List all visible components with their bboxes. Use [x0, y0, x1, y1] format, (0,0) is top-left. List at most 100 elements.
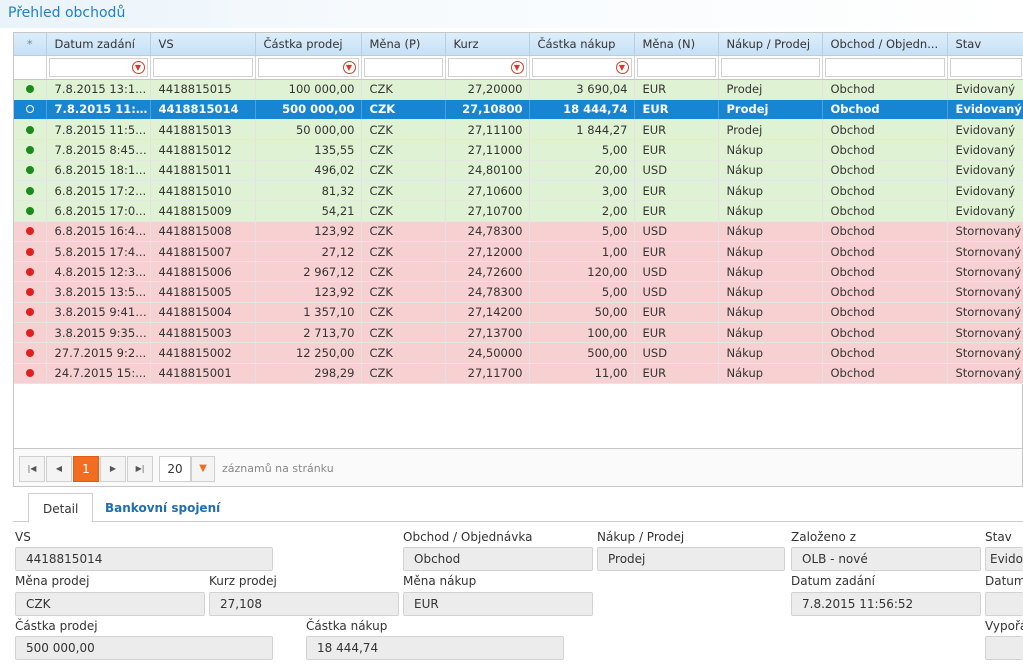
cell-state: Evidovaný: [947, 160, 1023, 181]
cell-vs: 4418815004: [150, 302, 256, 324]
cell-buy-currency: USD: [634, 221, 719, 242]
cell-vs: 4418815001: [150, 363, 256, 384]
table-row[interactable]: 7.8.2015 13:1... 4418815015 100 000,00 CZK 2…: [14, 79, 1023, 100]
cell-state: Evidovaný: [947, 139, 1023, 161]
table-row[interactable]: 3.8.2015 13:5... 4418815005 123,92 CZK 24,78…: [14, 281, 1023, 303]
column-header-rate[interactable]: Kurz: [445, 33, 530, 56]
cell-buysell: Nákup: [718, 180, 823, 202]
cell-vs: 4418815012: [150, 139, 256, 161]
cell-sell-amount: 123,92: [255, 281, 362, 303]
cell-trade: Obchod: [822, 180, 948, 202]
entry-date-field: 7.8.2015 11:56:52: [791, 592, 981, 616]
state-field: Evido: [985, 547, 1023, 571]
column-header-buysell[interactable]: Nákup / Prodej: [718, 33, 823, 56]
cell-buysell: Prodej: [718, 119, 823, 141]
table-row[interactable]: 6.8.2015 16:4... 4418815008 123,92 CZK 24,78…: [14, 221, 1023, 242]
next-page-button[interactable]: ▶: [100, 456, 126, 482]
status-dot-icon: [25, 267, 34, 276]
filter-input-buy-currency[interactable]: [636, 57, 716, 77]
column-header-date[interactable]: Datum zadání: [46, 33, 151, 56]
cell-buy-amount: 11,00: [529, 363, 635, 384]
filter-input-rate[interactable]: ▼: [447, 57, 527, 77]
cell-buy-amount: 2,00: [529, 200, 635, 222]
status-dot-icon: [25, 206, 34, 215]
cell-rate: 24,50000: [445, 342, 530, 364]
cell-date: 7.8.2015 11:5...: [46, 119, 151, 141]
per-page-value[interactable]: 20: [159, 456, 191, 482]
table-row[interactable]: 7.8.2015 11:5... 4418815014 500 000,00 CZK 2…: [14, 99, 1023, 121]
cell-state: Stornovaný: [947, 363, 1023, 384]
page-1-button[interactable]: 1: [73, 456, 99, 482]
table-row[interactable]: 7.8.2015 8:45:18 4418815012 135,55 CZK 27,11…: [14, 139, 1023, 161]
buysell-label: Nákup / Prodej: [597, 530, 685, 544]
table-row[interactable]: 6.8.2015 17:0... 4418815009 54,21 CZK 27,107…: [14, 200, 1023, 222]
cell-sell-currency: CZK: [361, 261, 446, 283]
status-dot-icon: [25, 85, 34, 94]
column-header-sell-amount[interactable]: Částka prodej: [255, 33, 362, 56]
cell-rate: 27,10800: [445, 99, 530, 121]
cell-sell-amount: 2 967,12: [255, 261, 362, 283]
filter-icon[interactable]: ▼: [510, 60, 524, 74]
table-row[interactable]: 4.8.2015 12:3... 4418815006 2 967,12 CZK 24,…: [14, 261, 1023, 283]
filter-input-date[interactable]: ▼: [48, 57, 148, 77]
filter-input-sell-currency[interactable]: [363, 57, 443, 77]
cell-state: Evidovaný: [947, 119, 1023, 141]
filter-input-state[interactable]: [949, 57, 1022, 77]
column-header-status[interactable]: *: [14, 33, 47, 56]
status-dot-icon: [25, 186, 34, 195]
filter-cell-date: ▼: [46, 55, 151, 80]
entry-date-label: Datum zadání: [791, 574, 875, 588]
filter-icon[interactable]: ▼: [615, 60, 629, 74]
cell-date: 7.8.2015 13:1...: [46, 79, 151, 100]
filter-cell-sell-amount: ▼: [255, 55, 362, 80]
filter-input-buysell[interactable]: [720, 57, 820, 77]
table-row[interactable]: 27.7.2015 9:2... 4418815002 12 250,00 CZK 24…: [14, 342, 1023, 364]
filter-input-buy-amount[interactable]: ▼: [531, 57, 632, 77]
column-header-state[interactable]: Stav: [947, 33, 1023, 56]
table-row[interactable]: 6.8.2015 18:1... 4418815011 496,02 CZK 24,80…: [14, 160, 1023, 181]
filter-input-vs[interactable]: [152, 57, 253, 77]
tab-detail[interactable]: Detail: [28, 493, 94, 523]
column-header-sell-currency[interactable]: Měna (P): [361, 33, 446, 56]
cell-state: Evidovaný: [947, 79, 1023, 100]
cell-rate: 24,78300: [445, 281, 530, 303]
cell-buy-currency: EUR: [634, 99, 719, 121]
table-row[interactable]: 7.8.2015 11:5... 4418815013 50 000,00 CZK 27…: [14, 119, 1023, 141]
table-row[interactable]: 3.8.2015 9:35:36 4418815003 2 713,70 CZK 27,…: [14, 322, 1023, 344]
sell-currency-field: CZK: [15, 592, 205, 616]
table-row[interactable]: 5.8.2015 17:4... 4418815007 27,12 CZK 27,120…: [14, 241, 1023, 263]
cell-date: 5.8.2015 17:4...: [46, 241, 151, 263]
tab-bank-connection[interactable]: Bankovní spojení: [105, 501, 221, 515]
table-row[interactable]: 6.8.2015 17:2... 4418815010 81,32 CZK 27,106…: [14, 180, 1023, 202]
column-header-vs[interactable]: VS: [150, 33, 256, 56]
filter-input-trade[interactable]: [824, 57, 945, 77]
first-page-button[interactable]: |◀: [19, 456, 45, 482]
status-cell: [14, 342, 47, 364]
status-cell: [14, 281, 47, 303]
filter-cell-vs: [150, 55, 256, 80]
column-header-buy-amount[interactable]: Částka nákup: [529, 33, 635, 56]
cell-sell-amount: 54,21: [255, 200, 362, 222]
last-page-button[interactable]: ▶|: [127, 456, 153, 482]
prev-page-button[interactable]: ◀: [46, 456, 72, 482]
page-title: Přehled obchodů: [0, 0, 1023, 28]
cell-buy-currency: EUR: [634, 363, 719, 384]
cell-trade: Obchod: [822, 342, 948, 364]
cell-buy-amount: 500,00: [529, 342, 635, 364]
status-dot-icon: [25, 349, 34, 357]
status-dot-icon: [25, 166, 34, 175]
per-page-label: záznamů na stránku: [222, 462, 334, 475]
column-header-trade[interactable]: Obchod / Objedn...: [822, 33, 948, 56]
table-row[interactable]: 3.8.2015 9:41:09 4418815004 1 357,10 CZK 27,…: [14, 302, 1023, 324]
filter-icon[interactable]: ▼: [131, 60, 145, 74]
column-header-buy-currency[interactable]: Měna (N): [634, 33, 719, 56]
filter-icon[interactable]: ▼: [342, 60, 356, 74]
table-row[interactable]: 24.7.2015 15:... 4418815001 298,29 CZK 27,11…: [14, 363, 1023, 384]
per-page-dropdown-icon[interactable]: ▼: [191, 456, 215, 482]
cell-state: Stornovaný: [947, 342, 1023, 364]
status-dot-icon: [25, 125, 34, 134]
cell-sell-currency: CZK: [361, 160, 446, 181]
sell-amount-field: 500 000,00: [15, 636, 273, 660]
filter-input-sell-amount[interactable]: ▼: [257, 57, 359, 77]
cell-sell-amount: 500 000,00: [255, 99, 362, 121]
